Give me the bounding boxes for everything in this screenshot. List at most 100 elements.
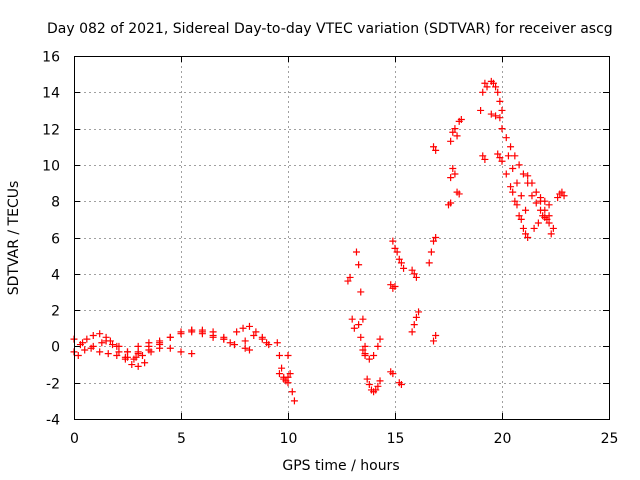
data-point bbox=[545, 219, 553, 227]
data-point bbox=[177, 348, 185, 356]
data-point bbox=[477, 106, 485, 114]
data-point bbox=[547, 230, 555, 238]
data-point bbox=[98, 339, 106, 347]
data-point bbox=[134, 342, 142, 350]
data-point bbox=[156, 341, 164, 349]
data-point bbox=[145, 339, 153, 347]
series-arc-c2 bbox=[284, 351, 298, 405]
data-point bbox=[515, 161, 523, 169]
data-point bbox=[278, 364, 286, 372]
data-point bbox=[134, 362, 142, 370]
series-arc-e5 bbox=[395, 379, 405, 389]
data-point bbox=[496, 154, 504, 162]
data-point bbox=[451, 125, 459, 133]
data-point bbox=[457, 116, 465, 124]
data-point bbox=[494, 150, 502, 158]
data-point bbox=[372, 386, 380, 394]
data-point bbox=[496, 114, 504, 122]
data-point bbox=[451, 170, 459, 178]
data-point bbox=[350, 324, 358, 332]
data-point bbox=[415, 308, 423, 316]
series-arc-f1 bbox=[425, 234, 440, 267]
data-point bbox=[479, 88, 487, 96]
data-point bbox=[432, 146, 440, 154]
y-tick-label: -4 bbox=[46, 413, 60, 429]
data-point bbox=[432, 234, 440, 241]
data-point bbox=[498, 125, 506, 133]
series-arc-g2 bbox=[447, 165, 459, 182]
x-tick-label: 0 bbox=[70, 431, 79, 447]
data-point bbox=[124, 353, 131, 361]
data-point bbox=[519, 170, 527, 178]
x-tick-label: 15 bbox=[387, 431, 405, 447]
y-tick-label: 14 bbox=[42, 86, 60, 102]
data-point bbox=[432, 332, 440, 340]
data-point bbox=[515, 212, 523, 220]
data-point bbox=[166, 333, 174, 341]
data-point bbox=[344, 277, 352, 285]
series-arc-c3 bbox=[275, 370, 292, 383]
series-arc-h1 bbox=[477, 79, 491, 114]
data-point bbox=[537, 194, 545, 202]
data-point bbox=[359, 315, 367, 323]
series-arc-e1 bbox=[387, 281, 399, 292]
data-point bbox=[389, 370, 397, 378]
y-tick-label: 16 bbox=[42, 50, 60, 66]
data-point bbox=[286, 370, 294, 378]
data-point bbox=[513, 179, 521, 187]
series-arc-a4 bbox=[102, 326, 234, 358]
data-point bbox=[389, 237, 397, 245]
series-arc-b2 bbox=[241, 332, 273, 349]
data-point bbox=[104, 350, 112, 358]
data-point bbox=[410, 270, 418, 278]
data-point bbox=[376, 335, 384, 343]
data-point bbox=[522, 206, 530, 214]
data-point bbox=[245, 322, 253, 330]
data-point bbox=[177, 330, 185, 338]
series-arc-i2 bbox=[502, 170, 532, 241]
data-point bbox=[528, 179, 536, 187]
data-point bbox=[455, 190, 463, 198]
data-point bbox=[102, 337, 110, 345]
data-point bbox=[141, 359, 149, 367]
data-point bbox=[233, 328, 241, 336]
data-point bbox=[524, 172, 532, 180]
data-point bbox=[481, 155, 489, 163]
series-arc-a6 bbox=[134, 339, 196, 358]
data-point bbox=[391, 283, 399, 291]
data-point bbox=[412, 313, 420, 321]
series-arc-d1 bbox=[344, 273, 358, 332]
data-point bbox=[348, 315, 356, 323]
data-point bbox=[284, 351, 292, 359]
y-tick-label: 0 bbox=[51, 340, 60, 356]
data-point bbox=[496, 97, 504, 105]
data-point bbox=[447, 199, 455, 207]
data-point bbox=[517, 192, 525, 200]
y-tick-label: 8 bbox=[51, 195, 60, 211]
data-point bbox=[346, 273, 354, 281]
data-point bbox=[245, 346, 253, 354]
data-point bbox=[400, 264, 408, 272]
data-point bbox=[81, 346, 89, 354]
data-point bbox=[374, 342, 382, 350]
data-point bbox=[507, 143, 515, 151]
y-tick-label: -2 bbox=[46, 377, 60, 393]
series-arc-g1 bbox=[445, 199, 455, 209]
data-point bbox=[558, 188, 566, 196]
y-tick-label: 12 bbox=[42, 123, 60, 139]
data-point bbox=[513, 201, 521, 209]
data-point bbox=[453, 132, 461, 140]
data-point bbox=[365, 355, 373, 363]
data-point bbox=[507, 183, 515, 191]
data-point bbox=[395, 255, 403, 263]
series-arc-i3 bbox=[504, 152, 530, 214]
data-point bbox=[241, 344, 249, 352]
data-point bbox=[89, 342, 97, 350]
data-point bbox=[89, 332, 97, 340]
series-arc-f2 bbox=[430, 143, 440, 154]
data-point bbox=[492, 112, 500, 120]
data-point bbox=[280, 375, 288, 383]
series-arc-e7 bbox=[408, 308, 423, 336]
data-point bbox=[511, 197, 519, 205]
